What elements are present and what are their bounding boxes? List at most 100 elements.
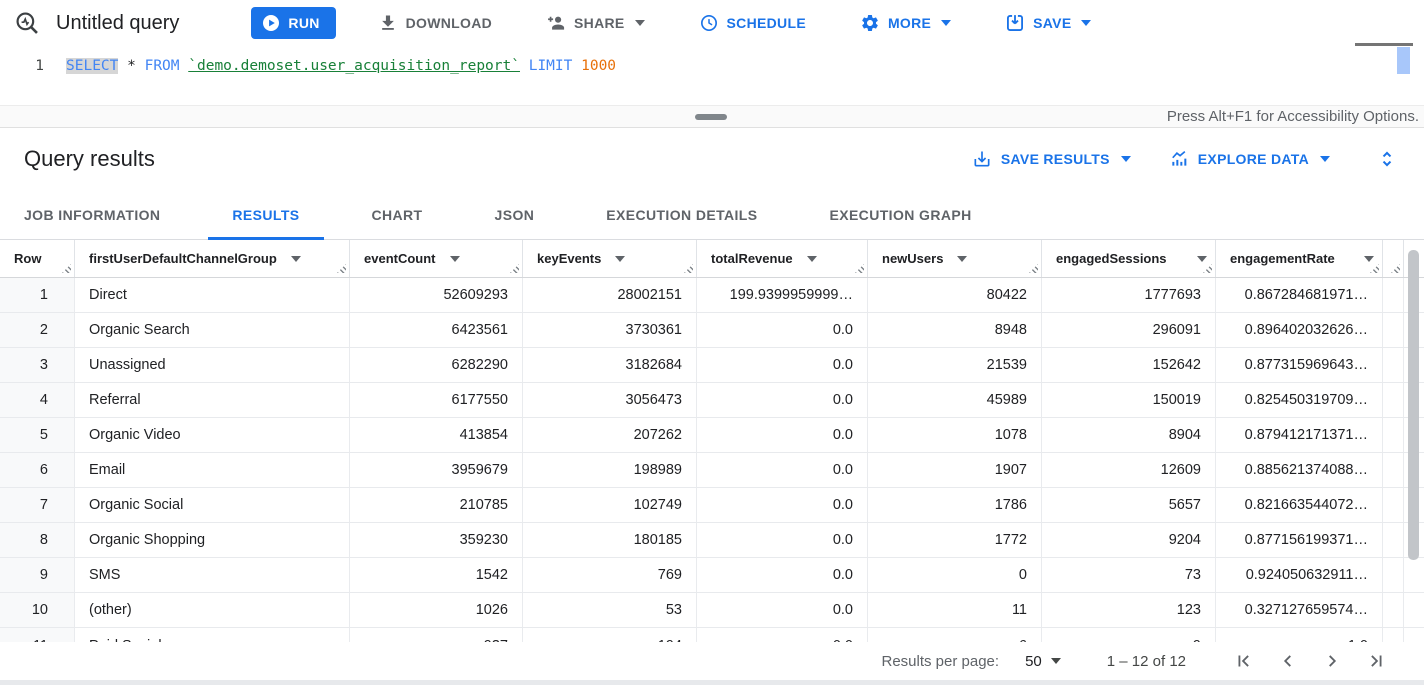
header-cell-row: Row [0,240,75,277]
save-icon [1005,13,1025,33]
tab-json[interactable]: JSON [494,206,535,223]
schedule-button[interactable]: SCHEDULE [687,7,818,39]
code-line[interactable]: 1 SELECT * FROM `demo.demoset.user_acqui… [0,55,1424,77]
row-number-cell: 3 [0,348,75,382]
table-header-row: Row firstUserDefaultChannelGroup eventCo… [0,240,1424,278]
value-cell: 6 [868,628,1042,642]
download-button[interactable]: DOWNLOAD [366,7,504,39]
unfold-panel-icon[interactable] [1376,148,1398,170]
row-number-cell: 2 [0,313,75,347]
table-scrollbar-thumb[interactable] [1408,250,1419,560]
column-dropdown-icon[interactable] [290,255,301,262]
table-row: 11Paid Social9371940.0691.0 [0,628,1424,642]
value-cell: 1078 [868,418,1042,452]
chevron-down-icon [1081,20,1092,26]
table-row: 2 Organic Search 6423561 3730361 0.0 8948 2960… [0,313,1424,348]
column-dropdown-icon[interactable] [449,255,460,262]
column-dropdown-icon[interactable] [615,255,626,262]
table-row: 8 Organic Shopping 359230 180185 0.0 1772 9204… [0,523,1424,558]
value-cell: 199.9399959999… [697,278,868,312]
header-cell-engagedSessions[interactable]: engagedSessions [1042,240,1216,277]
sql-code[interactable]: SELECT * FROM `demo.demoset.user_acquisi… [66,55,616,77]
value-cell: 3730361 [523,313,697,347]
value-cell: 8904 [1042,418,1216,452]
value-cell: 0.0 [697,453,868,487]
run-button[interactable]: RUN [251,7,336,39]
value-cell: 1542 [350,558,523,592]
value-cell: 6423561 [350,313,523,347]
table-row: 6 Email 3959679 198989 0.0 1907 12609 0.8856213… [0,453,1424,488]
chevron-down-icon [1320,156,1330,162]
value-cell: 0.821663544072… [1216,488,1383,522]
column-resize-handle[interactable] [855,264,864,273]
header-cell-channel[interactable]: firstUserDefaultChannelGroup [75,240,350,277]
value-cell: 5657 [1042,488,1216,522]
column-dropdown-icon[interactable] [957,255,968,262]
header-cell-engagementRate[interactable]: engagementRate [1216,240,1383,277]
share-button[interactable]: SHARE [534,7,657,39]
column-resize-handle[interactable] [1391,264,1400,273]
column-resize-handle[interactable] [62,264,71,273]
play-circle-icon [262,14,280,32]
save-button[interactable]: SAVE [993,7,1103,39]
row-number-cell: 8 [0,523,75,557]
column-resize-handle[interactable] [337,264,346,273]
channel-cell: Organic Video [75,418,350,452]
sql-limit-value: 1000 [581,58,617,74]
column-resize-handle[interactable] [1029,264,1038,273]
value-cell: 21539 [868,348,1042,382]
value-cell: 0.0 [697,383,868,417]
tab-results[interactable]: RESULTS [208,190,324,240]
value-cell: 180185 [523,523,697,557]
save-results-button[interactable]: SAVE RESULTS [972,149,1131,169]
table-body: 1 Direct 52609293 28002151 199.9399959999… 80… [0,278,1424,642]
value-cell: 6282290 [350,348,523,382]
header-cell-totalRevenue[interactable]: totalRevenue [697,240,868,277]
value-cell: 0.867284681971… [1216,278,1383,312]
chevron-down-icon [634,20,645,26]
overflow-cell [1383,383,1404,417]
next-page-button[interactable] [1310,646,1354,676]
value-cell: 123 [1042,593,1216,627]
table-row: 10 (other) 1026 53 0.0 11 123 0.327127659574… [0,593,1424,628]
column-resize-handle[interactable] [510,264,519,273]
column-dropdown-icon[interactable] [1364,255,1374,262]
tab-job-information[interactable]: JOB INFORMATION [24,206,161,223]
tab-execution-graph[interactable]: EXECUTION GRAPH [829,206,972,223]
header-cell-newUsers[interactable]: newUsers [868,240,1042,277]
previous-page-button[interactable] [1266,646,1310,676]
first-page-button[interactable] [1222,646,1266,676]
header-cell-keyEvents[interactable]: keyEvents [523,240,697,277]
schedule-label: SCHEDULE [726,15,806,31]
page-size-select[interactable]: 50 [1025,653,1061,670]
column-dropdown-icon[interactable] [1197,255,1207,262]
row-number-cell: 5 [0,418,75,452]
table-row: 7 Organic Social 210785 102749 0.0 1786 5657 0.… [0,488,1424,523]
panel-drag-handle[interactable] [695,114,727,120]
header-cell-eventCount[interactable]: eventCount [350,240,523,277]
tab-chart[interactable]: CHART [371,206,423,223]
results-table: Row firstUserDefaultChannelGroup eventCo… [0,240,1424,642]
column-dropdown-icon[interactable] [806,255,817,262]
results-title: Query results [24,146,155,171]
value-cell: 9 [1042,628,1216,642]
run-label: RUN [288,15,320,31]
last-page-button[interactable] [1354,646,1398,676]
horizontal-scrollbar[interactable] [0,680,1424,685]
query-toolbar: Untitled query RUN DOWNLOAD SHARE [0,0,1424,46]
column-resize-handle[interactable] [1203,264,1212,273]
more-label: MORE [887,15,932,31]
editor-scrollbar-thumb[interactable] [1397,47,1410,74]
more-button[interactable]: MORE [848,7,963,39]
explore-data-button[interactable]: EXPLORE DATA [1169,149,1330,169]
sql-table-link[interactable]: `demo.demoset.user_acquisition_report` [188,58,520,74]
sql-editor[interactable]: 1 SELECT * FROM `demo.demoset.user_acqui… [0,43,1424,105]
download-label: DOWNLOAD [405,15,493,31]
value-cell: 0.0 [697,418,868,452]
column-resize-handle[interactable] [684,264,693,273]
tab-execution-details[interactable]: EXECUTION DETAILS [606,206,758,223]
column-resize-handle[interactable] [1370,264,1379,273]
value-cell: 0.877156199371… [1216,523,1383,557]
value-cell: 0.924050632911… [1216,558,1383,592]
value-cell: 296091 [1042,313,1216,347]
